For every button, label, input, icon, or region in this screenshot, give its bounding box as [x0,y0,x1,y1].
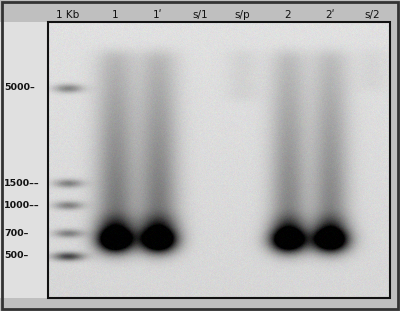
Text: 1: 1 [112,10,118,20]
Text: 1 Kb: 1 Kb [56,10,80,20]
Bar [48,22,390,298]
Text: 2: 2 [285,10,291,20]
Text: 1000––: 1000–– [4,201,40,210]
Text: 1500––: 1500–– [4,179,40,188]
Text: 5000–: 5000– [4,83,35,92]
Text: 1ʹ: 1ʹ [153,10,163,20]
Text: 500–: 500– [4,252,28,261]
Text: s/1: s/1 [192,10,208,20]
Text: s/2: s/2 [364,10,380,20]
Text: 2ʹ: 2ʹ [325,10,335,20]
Text: s/p: s/p [234,10,250,20]
Text: 700–: 700– [4,229,28,238]
